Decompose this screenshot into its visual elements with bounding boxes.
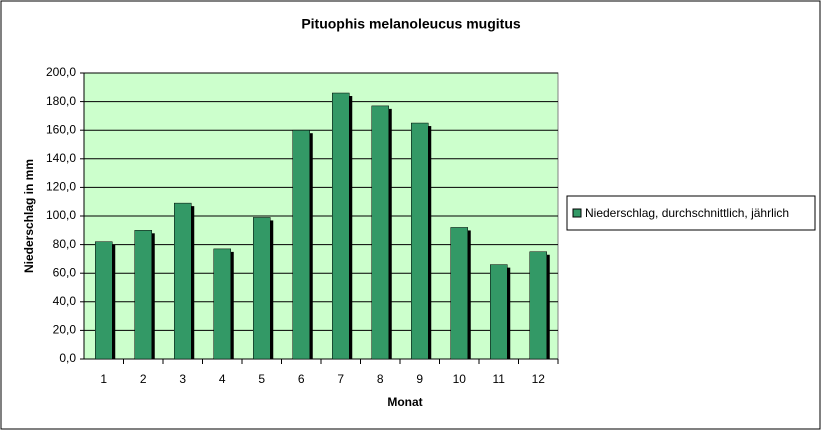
y-tick-label: 160,0 bbox=[46, 122, 76, 136]
x-tick-label: 2 bbox=[140, 372, 147, 386]
y-tick-label: 120,0 bbox=[46, 180, 76, 194]
x-tick-label: 9 bbox=[416, 372, 423, 386]
x-tick-label: 6 bbox=[298, 372, 305, 386]
y-tick-label: 200,0 bbox=[46, 65, 76, 79]
y-tick-label: 140,0 bbox=[46, 151, 76, 165]
y-axis-title: Niederschlag in mm bbox=[22, 159, 36, 273]
x-tick-label: 10 bbox=[453, 372, 467, 386]
bar bbox=[134, 230, 152, 360]
x-tick-label: 5 bbox=[258, 372, 265, 386]
x-tick-label: 1 bbox=[100, 372, 107, 386]
bar bbox=[213, 248, 231, 360]
x-tick-label: 11 bbox=[493, 372, 506, 386]
bar bbox=[332, 92, 350, 360]
bar bbox=[371, 105, 389, 360]
y-tick-label: 0,0 bbox=[59, 351, 76, 365]
bar bbox=[411, 122, 429, 360]
legend-box bbox=[566, 195, 816, 231]
x-tick-label: 4 bbox=[219, 372, 226, 386]
x-tick-label: 12 bbox=[532, 372, 546, 386]
legend-swatch bbox=[572, 208, 582, 218]
bar bbox=[174, 202, 192, 360]
bar bbox=[490, 264, 508, 360]
bar bbox=[292, 129, 310, 360]
chart-title: Pituophis melanoleucus mugitus bbox=[301, 16, 521, 32]
bar bbox=[529, 251, 547, 360]
y-tick-label: 80,0 bbox=[53, 237, 77, 251]
y-tick-label: 100,0 bbox=[46, 208, 76, 222]
y-tick-label: 180,0 bbox=[46, 94, 76, 108]
y-tick-label: 40,0 bbox=[53, 294, 77, 308]
x-tick-label: 7 bbox=[337, 372, 344, 386]
bar bbox=[253, 217, 271, 360]
y-tick-label: 20,0 bbox=[53, 323, 77, 337]
x-axis-title: Monat bbox=[387, 395, 422, 409]
bar bbox=[450, 227, 468, 360]
legend-label: Niederschlag, durchschnittlich, jährlich bbox=[585, 206, 789, 220]
bar bbox=[95, 241, 113, 360]
x-tick-label: 3 bbox=[179, 372, 186, 386]
x-tick-label: 8 bbox=[377, 372, 384, 386]
y-tick-label: 60,0 bbox=[53, 265, 77, 279]
